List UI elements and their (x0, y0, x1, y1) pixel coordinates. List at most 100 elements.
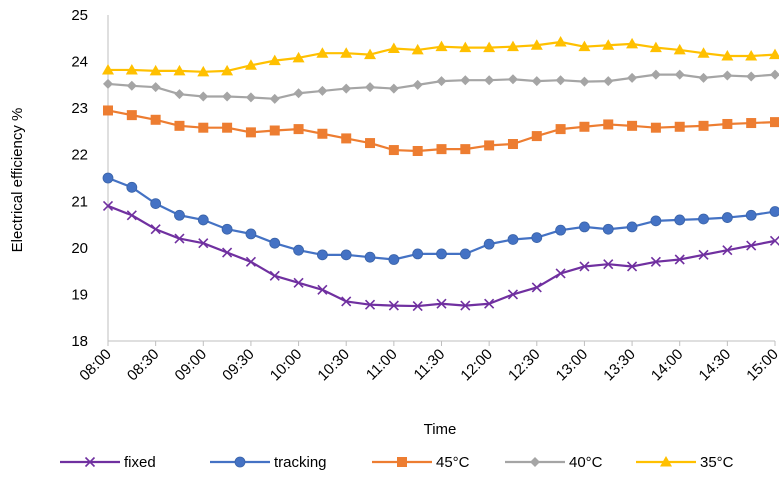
data-point (103, 78, 113, 89)
data-point (555, 124, 566, 135)
data-point (411, 43, 424, 55)
data-point (649, 41, 662, 53)
data-point (341, 133, 352, 144)
data-point (364, 299, 376, 310)
data-point (388, 300, 399, 311)
data-point (602, 223, 614, 235)
x-tick-label: 09:30 (219, 346, 258, 385)
data-point (317, 284, 328, 295)
data-point (507, 289, 519, 300)
data-point (674, 254, 685, 265)
data-point (412, 145, 423, 156)
data-point (174, 209, 185, 221)
data-point (555, 75, 566, 86)
data-point (603, 76, 614, 87)
data-point (149, 64, 162, 76)
data-point (126, 181, 138, 193)
data-point (245, 256, 256, 267)
data-point (698, 249, 709, 260)
data-point (460, 300, 471, 311)
data-point (126, 80, 137, 91)
data-point (317, 128, 328, 139)
data-point (412, 248, 424, 260)
data-point (746, 71, 757, 82)
data-point (293, 277, 304, 288)
data-point (722, 118, 733, 129)
data-point (579, 261, 590, 272)
data-point (150, 198, 162, 210)
data-point (483, 238, 495, 250)
y-tick-label: 22 (71, 147, 88, 164)
data-point (174, 120, 185, 131)
data-point (722, 70, 733, 81)
y-tick-label: 18 (71, 333, 88, 350)
x-tick-label: 13:30 (600, 346, 639, 385)
data-point (674, 121, 685, 132)
data-point (770, 69, 779, 80)
data-point (460, 144, 471, 155)
data-point (268, 54, 281, 66)
data-point (770, 117, 779, 128)
data-point (387, 42, 400, 54)
data-point (579, 121, 590, 132)
data-point (507, 139, 518, 150)
data-point (603, 119, 614, 130)
data-point (507, 234, 519, 245)
data-point (650, 215, 662, 227)
data-point (269, 237, 281, 249)
x-tick-label: 14:00 (648, 346, 687, 385)
data-point (578, 40, 591, 52)
data-point (746, 240, 757, 251)
x-tick-label: 09:00 (172, 346, 211, 385)
axes (107, 15, 776, 346)
legend-marker (530, 457, 540, 467)
data-point (436, 298, 447, 309)
data-point (150, 82, 161, 93)
data-point (388, 254, 400, 265)
data-point (388, 83, 399, 94)
series-fixed (102, 200, 779, 312)
y-tick-label: 23 (71, 100, 88, 117)
data-point (412, 79, 423, 90)
legend-item: 35°C (636, 454, 734, 471)
y-axis-title: Electrical efficiency % (9, 108, 26, 253)
legend-marker (660, 456, 672, 467)
legend: fixed tracking 45°C 40°C 35°C (60, 454, 734, 471)
data-point (531, 76, 542, 87)
data-point (174, 89, 185, 100)
data-point (340, 47, 353, 58)
data-point (341, 83, 352, 94)
x-tick-label: 12:00 (457, 346, 496, 385)
data-point (364, 251, 376, 263)
data-point (102, 200, 114, 212)
data-point (269, 93, 280, 104)
data-point (341, 296, 352, 307)
x-tick-label: 08:00 (76, 346, 115, 385)
data-point (317, 85, 328, 96)
data-point (293, 88, 304, 99)
x-tick-label: 11:00 (363, 346, 401, 384)
data-point (292, 51, 305, 63)
data-point (436, 76, 447, 87)
x-tick-label: 11:30 (411, 346, 449, 384)
data-point (197, 214, 209, 226)
data-point (506, 40, 519, 52)
data-point (555, 224, 567, 236)
x-tick-label: 14:30 (696, 346, 735, 385)
data-point (198, 91, 209, 102)
data-point (531, 282, 542, 293)
data-point (102, 172, 114, 184)
data-point (125, 63, 138, 75)
data-point (245, 127, 256, 138)
data-point (554, 36, 567, 47)
data-point (484, 75, 495, 86)
data-point (222, 247, 233, 258)
data-point (221, 64, 234, 76)
legend-label: tracking (274, 454, 327, 471)
legend-item: tracking (210, 454, 327, 471)
x-tick-label: 10:00 (267, 346, 306, 385)
y-tick-label: 24 (71, 54, 88, 71)
data-point (579, 76, 590, 87)
data-point (602, 39, 615, 50)
data-point (435, 40, 448, 52)
